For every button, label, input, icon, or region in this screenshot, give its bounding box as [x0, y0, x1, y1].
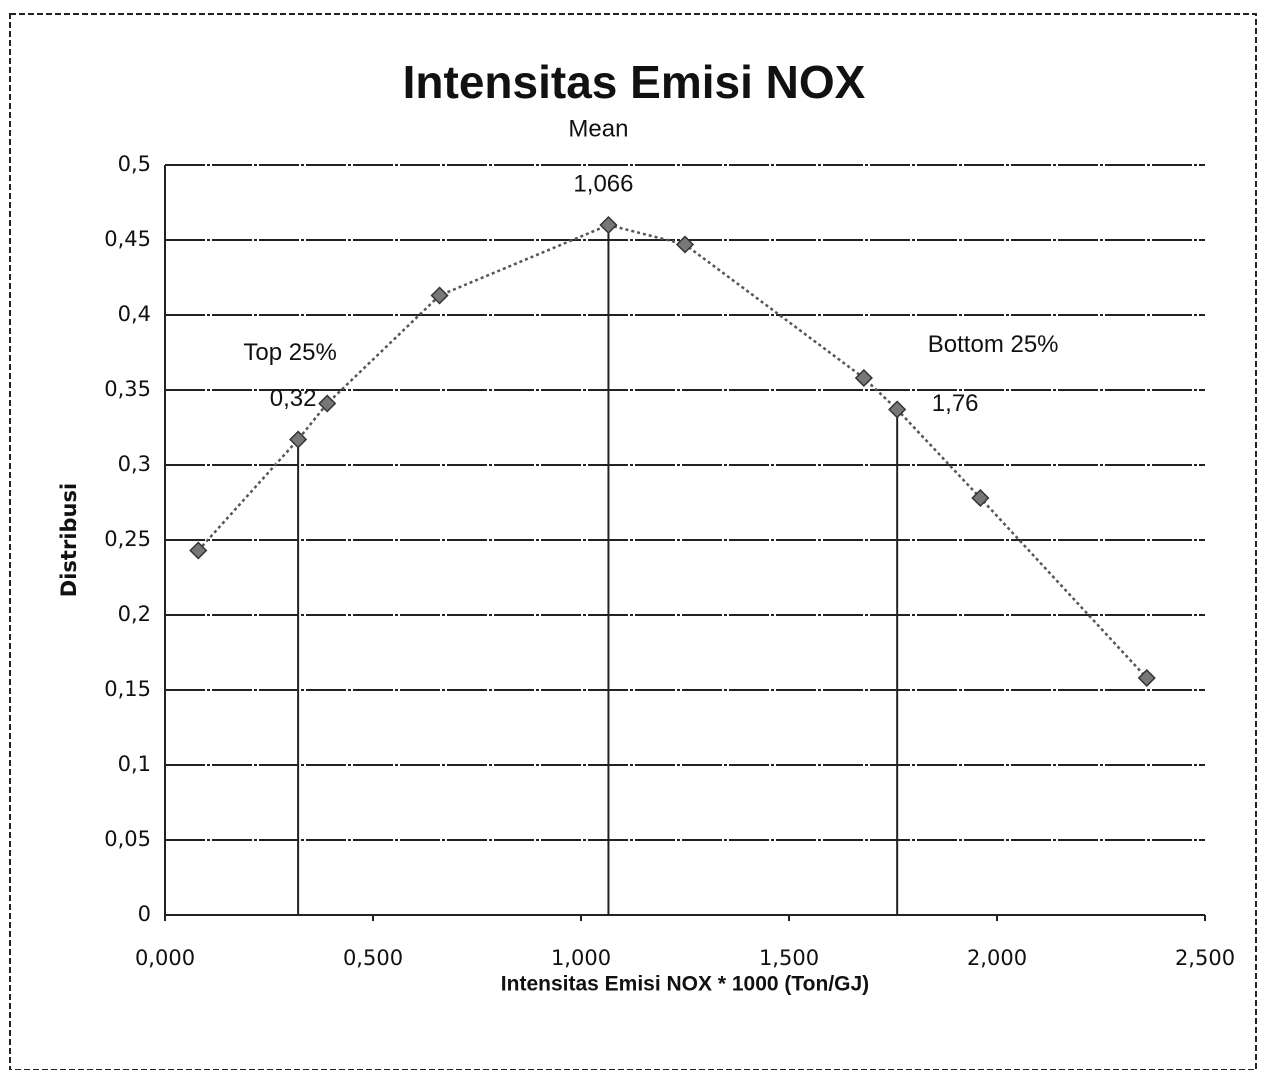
y-tick-label: 0,1: [118, 752, 151, 776]
reference-value-label: 0,32: [270, 385, 317, 412]
x-tick-label: 1,000: [551, 946, 611, 970]
data-point: [318, 394, 337, 413]
reference-value-label: 1,76: [932, 390, 979, 417]
data-line: [197, 223, 1148, 679]
y-tick-label: 0,45: [104, 227, 151, 251]
y-tick-label: 0,4: [118, 302, 151, 326]
y-axis-label: Distribusi: [57, 483, 81, 597]
x-tick-label: 0,000: [135, 946, 195, 970]
y-tick-label: 0,2: [118, 602, 151, 626]
x-tick-label: 1,500: [759, 946, 819, 970]
data-point: [430, 286, 449, 305]
y-tick-label: 0,35: [104, 377, 151, 401]
x-tick-label: 0,500: [343, 946, 403, 970]
reference-value-label: 1,066: [573, 170, 633, 197]
y-tick-label: 0,05: [104, 827, 151, 851]
data-point: [854, 368, 873, 388]
data-point: [289, 430, 308, 449]
data-point: [1137, 668, 1156, 688]
y-tick-label: 0: [138, 902, 151, 926]
data-point: [971, 488, 990, 508]
data-point: [189, 541, 208, 560]
data-point: [675, 235, 695, 254]
reference-label: Mean: [568, 115, 628, 142]
reference-label: Top 25%: [243, 339, 336, 366]
frame: [9, 13, 1257, 1070]
y-tick-label: 0,3: [118, 452, 151, 476]
y-tick-label: 0,25: [104, 527, 151, 551]
x-tick-label: 2,000: [967, 946, 1027, 970]
data-point: [599, 215, 618, 235]
x-tick-label: 2,500: [1175, 946, 1235, 970]
y-tick-label: 0,15: [104, 677, 151, 701]
reference-label: Bottom 25%: [928, 331, 1059, 358]
x-axis-label: Intensitas Emisi NOX * 1000 (Ton/GJ): [501, 973, 869, 996]
chart-title: Intensitas Emisi NOX: [403, 56, 866, 108]
y-tick-label: 0,5: [118, 152, 151, 176]
data-point: [888, 400, 907, 419]
